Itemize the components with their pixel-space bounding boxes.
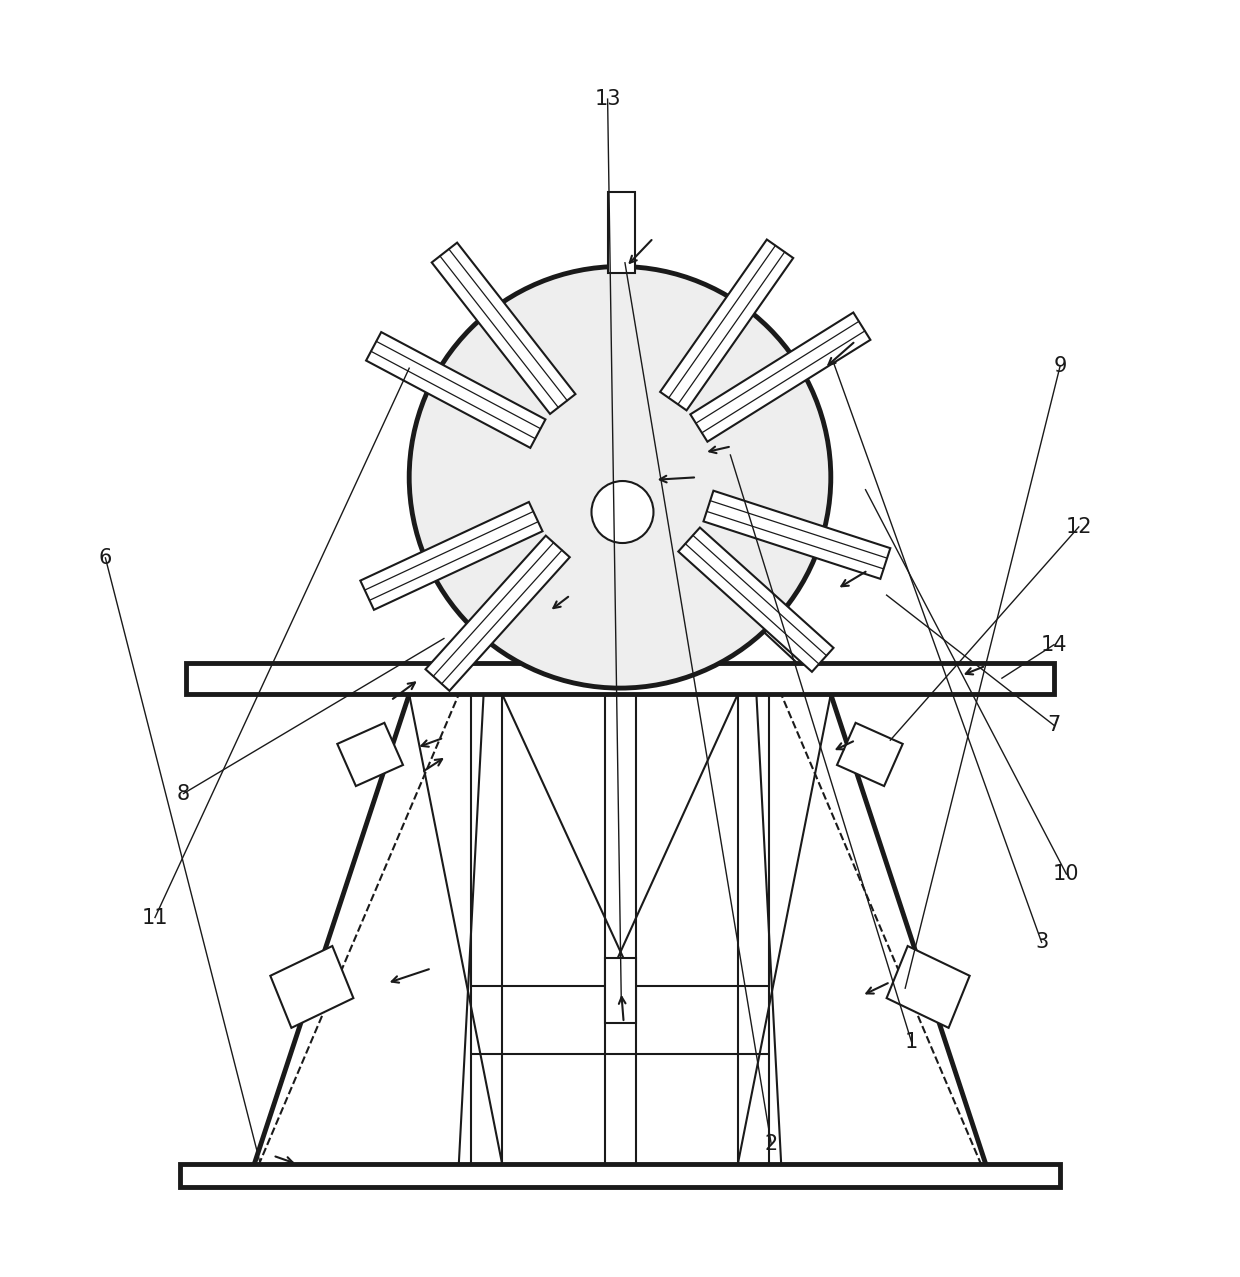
Bar <box>186 663 1054 695</box>
Text: 12: 12 <box>1065 517 1092 536</box>
Bar <box>533 578 560 663</box>
Polygon shape <box>691 313 870 442</box>
Polygon shape <box>660 240 794 410</box>
Text: 10: 10 <box>1053 865 1080 884</box>
Text: 13: 13 <box>594 89 621 109</box>
Polygon shape <box>887 946 970 1028</box>
Polygon shape <box>337 723 403 787</box>
Circle shape <box>409 267 831 688</box>
Bar <box>180 1165 1060 1186</box>
Bar <box>605 959 636 1023</box>
Polygon shape <box>678 527 833 672</box>
Polygon shape <box>366 332 546 448</box>
Polygon shape <box>432 243 575 414</box>
Polygon shape <box>270 946 353 1028</box>
Text: 8: 8 <box>177 784 190 803</box>
Text: 11: 11 <box>141 908 169 927</box>
Bar <box>680 578 707 663</box>
Text: 7: 7 <box>1048 715 1060 736</box>
Bar <box>533 578 707 594</box>
Polygon shape <box>361 502 543 610</box>
Text: 9: 9 <box>1054 356 1066 375</box>
Bar <box>608 192 635 273</box>
Text: 14: 14 <box>1040 635 1068 655</box>
Circle shape <box>591 481 653 543</box>
Text: 3: 3 <box>1035 932 1048 953</box>
Text: 2: 2 <box>765 1134 777 1154</box>
Polygon shape <box>425 535 569 691</box>
Polygon shape <box>837 723 903 787</box>
Text: 1: 1 <box>905 1032 918 1051</box>
Polygon shape <box>703 490 890 578</box>
Text: 6: 6 <box>99 548 112 568</box>
